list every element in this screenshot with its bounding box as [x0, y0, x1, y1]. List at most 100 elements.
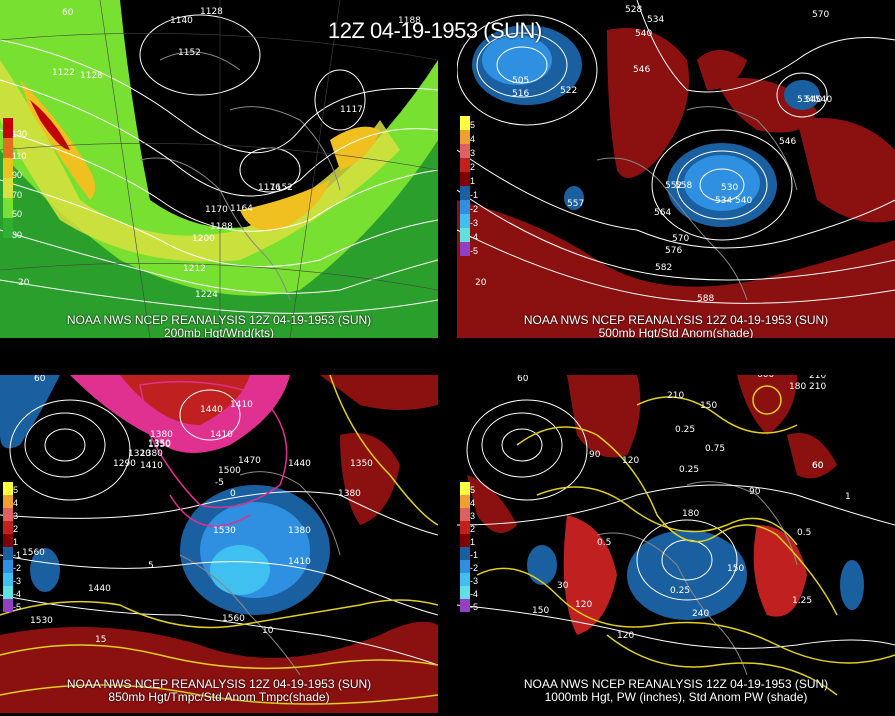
- contour-label: 557: [567, 199, 584, 209]
- contour-label: 0.5: [597, 538, 611, 548]
- colorbar-label: -1: [470, 190, 479, 200]
- colorbar-label: 110: [12, 151, 27, 161]
- contour-label: 534: [647, 15, 664, 25]
- caption-line-2: 500mb Hgt/Std Anom(shade): [598, 326, 754, 339]
- panel-500mb-map: 528 534 540 546 570 522 516 540 546 552 …: [457, 0, 895, 338]
- panel-caption: NOAA NWS NCEP REANALYSIS 12Z 04-19-1953 …: [0, 678, 438, 704]
- caption-line-2: 850mb Hgt/Tmpc/Std Anom Tmpc(shade): [108, 690, 330, 704]
- contour-label: 1152: [270, 183, 293, 193]
- contour-label: 1350: [148, 440, 171, 450]
- colorbar-label: 130: [12, 129, 28, 139]
- contour-label: 582: [655, 263, 672, 273]
- colorbar-label: 3: [470, 511, 476, 521]
- colorbar-swatch: [460, 186, 470, 200]
- contour-label: 0.75: [705, 444, 725, 454]
- colorbar-swatch: [460, 130, 470, 144]
- contour-label: 1380: [288, 526, 311, 536]
- colorbar-label: -3: [13, 576, 22, 586]
- contour-label: 90: [749, 487, 761, 497]
- colorbar-label: -4: [470, 589, 479, 599]
- contour-label: 540: [635, 29, 652, 39]
- contour-label: 534: [715, 196, 732, 206]
- colorbar-label: 2: [470, 524, 476, 534]
- colorbar-swatch: [460, 200, 470, 214]
- contour-label: 1128: [200, 7, 223, 17]
- colorbar-label: -2: [470, 563, 479, 573]
- colorbar-swatch: [3, 599, 13, 612]
- colorbar-swatch: [3, 158, 13, 178]
- panel-200mb-map: 1140 1128 1152 1128 1122 1152 1170 1164 …: [0, 0, 438, 338]
- colorbar-label: 3: [13, 511, 19, 521]
- colorbar-swatch: [460, 521, 470, 534]
- contour-label: 1200: [192, 234, 215, 244]
- contour-label: 10: [262, 626, 274, 636]
- colorbar-label: 1: [470, 537, 476, 547]
- panel-1000mb-map: 210 150 180 210 120 90 60 30 150 120 150…: [457, 375, 895, 716]
- map-1000mb: 210 150 180 210 120 90 60 30 150 120 150…: [457, 375, 895, 716]
- colorbar-swatch: [460, 242, 470, 256]
- contour-label: 546: [779, 137, 796, 147]
- colorbar-swatch: [460, 228, 470, 242]
- colorbar-swatch: [460, 547, 470, 560]
- contour-label: 1152: [178, 48, 201, 58]
- colorbar-swatch: [460, 508, 470, 521]
- colorbar-label: -5: [13, 602, 22, 612]
- colorbar-swatch: [460, 534, 470, 547]
- colorbar-swatch: [3, 521, 13, 534]
- caption-line-2: 1000mb Hgt, PW (inches), Std Anom PW (sh…: [544, 690, 808, 704]
- colorbar-label: 50: [12, 209, 23, 219]
- contour-label: -5: [215, 478, 224, 488]
- contour-label: 1350: [148, 439, 171, 449]
- colorbar-swatch: [3, 218, 13, 238]
- contour-label: 1164: [230, 204, 253, 214]
- contour-label: 1170: [205, 205, 228, 215]
- colorbar-swatch: [3, 547, 13, 560]
- colorbar-label: 30: [12, 230, 23, 240]
- contour-label: 540: [735, 196, 752, 206]
- caption-line-1: NOAA NWS NCEP REANALYSIS 12Z 04-19-1953 …: [66, 677, 372, 691]
- colorbar-swatch: [460, 586, 470, 599]
- contour-label: 1440: [288, 459, 311, 469]
- contour-label: 30: [557, 581, 569, 591]
- caption-line-1: NOAA NWS NCEP REANALYSIS 12Z 04-19-1953 …: [523, 313, 829, 327]
- contour-label: 180: [682, 509, 699, 519]
- colorbar-label: -5: [470, 602, 479, 612]
- colorbar-label: 70: [12, 190, 23, 200]
- contour-label: 528: [625, 5, 642, 15]
- colorbar-label: -1: [13, 550, 22, 560]
- colorbar-swatch: [460, 560, 470, 573]
- contour-label: 588: [697, 294, 714, 304]
- contour-label: 0.25: [670, 586, 690, 596]
- contour-label: 540: [815, 95, 832, 105]
- contour-label: 15: [95, 635, 106, 645]
- contour-label: 180: [789, 382, 806, 392]
- contour-label: 0: [230, 489, 236, 499]
- contour-label: 1290: [113, 459, 136, 469]
- lat-label: 60: [62, 8, 74, 18]
- contour-label: 1140: [170, 16, 193, 26]
- colorbar-swatch: [460, 495, 470, 508]
- colorbar-swatch: [3, 178, 13, 198]
- contour-label: 576: [665, 246, 682, 256]
- map-850mb: 1410 1440 1410 1350 1380 1410 1470 1500 …: [0, 375, 438, 713]
- contour-label: 90: [589, 450, 601, 460]
- caption-line-2: 200mb Hgt/Wnd(kts): [163, 326, 275, 339]
- map-500mb: 528 534 540 546 570 522 516 540 546 552 …: [457, 0, 895, 338]
- contour-label: 522: [560, 86, 577, 96]
- contour-label: 570: [812, 10, 829, 20]
- contour-label: 1440: [88, 584, 111, 594]
- colorbar-swatch: [460, 573, 470, 586]
- contour-label: 0.5: [797, 528, 811, 538]
- panel-caption: NOAA NWS NCEP REANALYSIS 12Z 04-19-1953 …: [0, 314, 438, 339]
- contour-label: 1440: [200, 405, 223, 415]
- contour-label: 540: [805, 95, 822, 105]
- contour-label: 1410: [230, 400, 253, 410]
- contour-label: 570: [672, 234, 689, 244]
- contour-label: 5: [148, 561, 154, 571]
- contour-label: 1212: [183, 264, 206, 274]
- colorbar-swatch: [3, 482, 13, 495]
- contour-label: 1530: [213, 526, 236, 536]
- contour-label: 1410: [288, 557, 311, 567]
- lat-label: 20: [18, 278, 30, 288]
- contour-label: 1350: [350, 459, 373, 469]
